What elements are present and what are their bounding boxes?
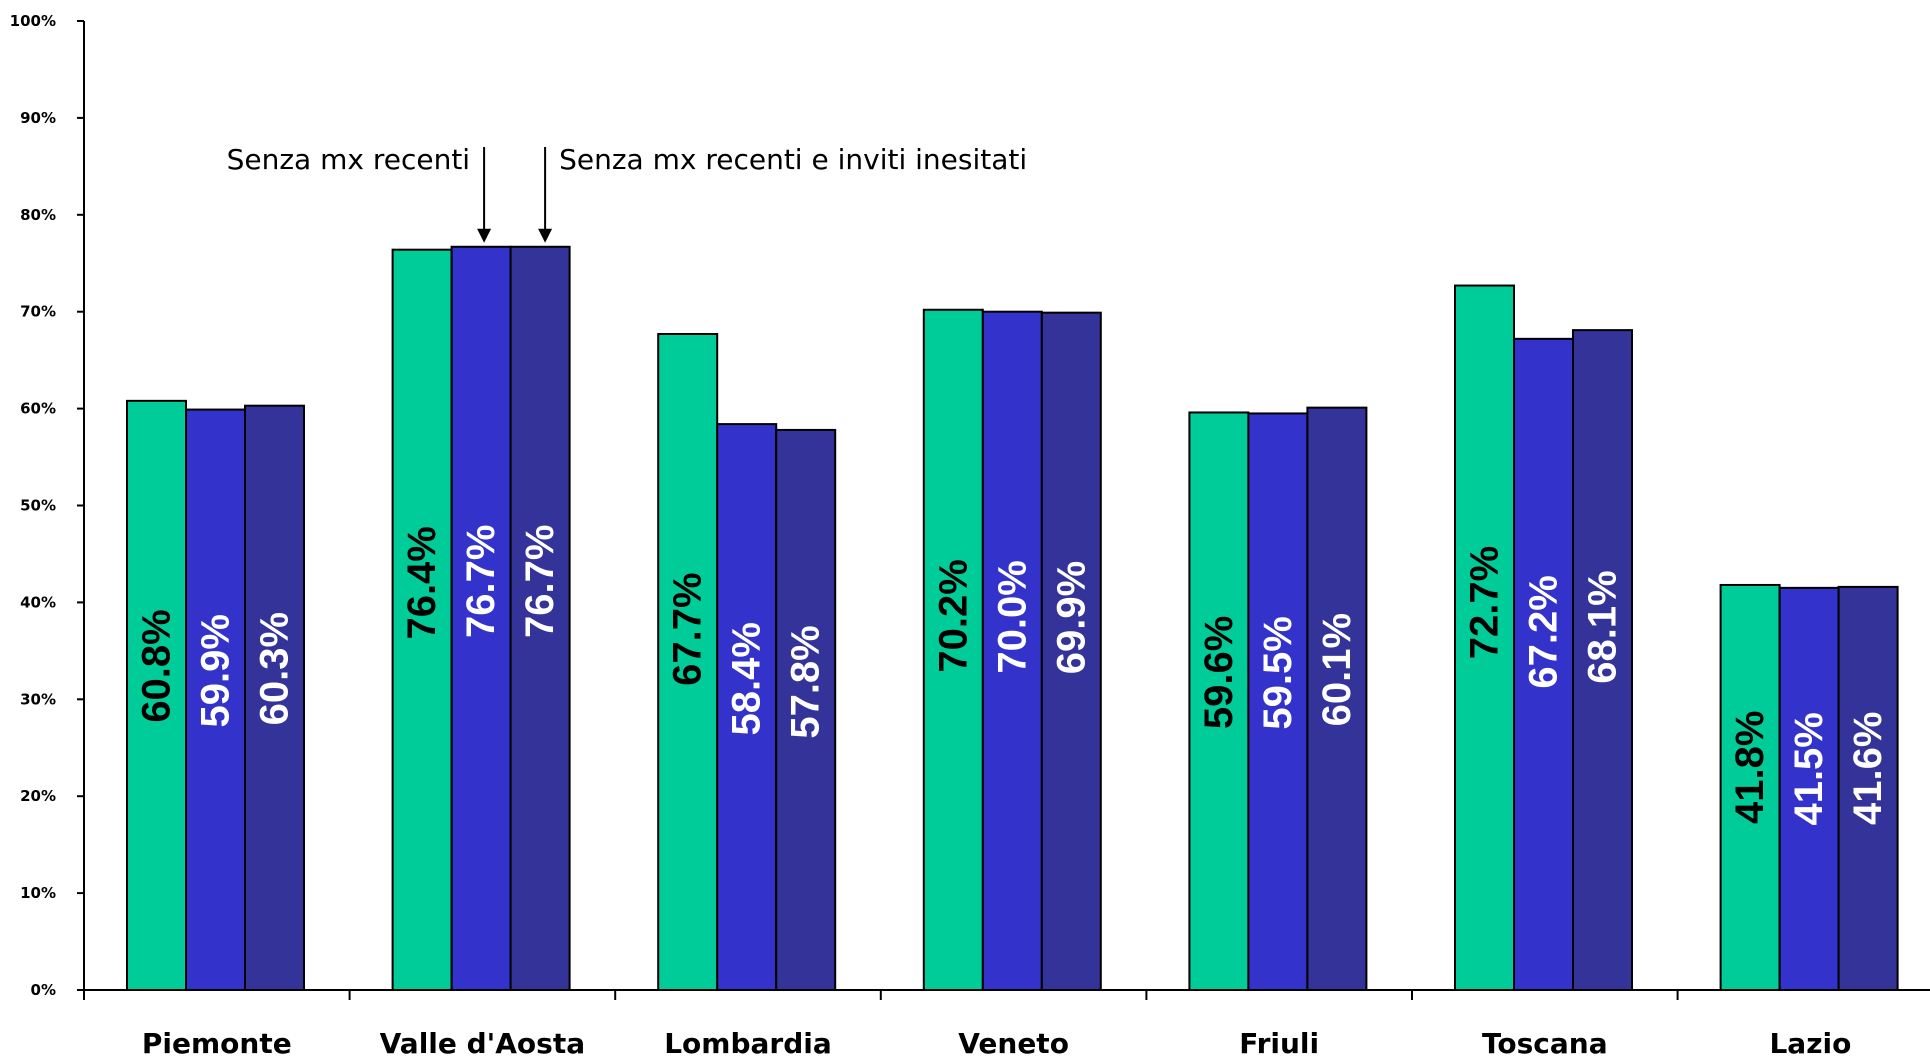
y-tick-label: 50% xyxy=(20,497,56,515)
bar-value-label: 60.1% xyxy=(1315,613,1359,726)
bar xyxy=(244,404,305,991)
bar xyxy=(1247,412,1309,991)
bar xyxy=(981,310,1043,991)
bar-value-label: 41.6% xyxy=(1846,712,1890,825)
y-tick-label: 40% xyxy=(20,593,56,611)
bar xyxy=(922,308,984,991)
y-tick-label: 90% xyxy=(20,109,56,127)
x-tick-label: Friuli xyxy=(1239,1027,1319,1057)
bars xyxy=(126,245,1899,992)
bar-value-label: 41.5% xyxy=(1787,712,1831,825)
bar xyxy=(1778,586,1840,991)
bar-value-label: 60.3% xyxy=(253,612,297,725)
x-axis: Piemonte Valle d'Aosta Lombardia Veneto Friu… xyxy=(83,989,1930,1057)
y-tick-label: 10% xyxy=(20,884,56,902)
annotation-arrow-head xyxy=(538,228,553,243)
bar xyxy=(1719,583,1781,991)
bar xyxy=(185,408,246,992)
bar-value-label: 76.7% xyxy=(518,525,562,638)
bar-value-label: 59.6% xyxy=(1197,616,1241,729)
annotations: Senza mx recenti Senza mx recenti e invit… xyxy=(227,143,1027,243)
bar xyxy=(509,245,571,992)
x-tick-label: Veneto xyxy=(958,1027,1069,1057)
y-tick-label: 70% xyxy=(20,303,56,321)
bar-value-label: 72.7% xyxy=(1463,546,1507,659)
bar xyxy=(1188,411,1250,991)
y-tick-label: 60% xyxy=(20,400,56,418)
bar xyxy=(1572,329,1633,991)
y-tick-label: 80% xyxy=(20,206,56,224)
bar xyxy=(716,423,778,991)
bar-value-label: 67.7% xyxy=(666,572,710,685)
bar xyxy=(1837,585,1899,991)
bar-value-label: 70.2% xyxy=(931,559,975,672)
bar-value-label: 60.8% xyxy=(135,609,179,722)
bar-value-label: 69.9% xyxy=(1049,561,1093,674)
y-tick-label: 20% xyxy=(20,787,56,805)
x-tick-label: Lombardia xyxy=(664,1027,832,1057)
bar-value-label: 76.4% xyxy=(400,526,444,639)
bar-value-label: 59.9% xyxy=(194,614,238,727)
bar-value-label: 59.5% xyxy=(1256,616,1300,729)
x-tick-label: Valle d'Aosta xyxy=(380,1027,585,1057)
x-tick-label: Toscana xyxy=(1482,1027,1608,1057)
bar xyxy=(1513,337,1574,992)
bar xyxy=(1040,311,1102,991)
x-tick-label: Piemonte xyxy=(142,1027,292,1057)
annotation-text: Senza mx recenti e inviti inesitati xyxy=(559,143,1027,176)
bar xyxy=(775,428,837,991)
bar-value-label: 57.8% xyxy=(784,625,828,738)
bar-value-label: 58.4% xyxy=(725,622,769,735)
y-tick-label: 0% xyxy=(31,981,56,999)
bar-value-label: 76.7% xyxy=(459,525,503,638)
bar xyxy=(1306,406,1368,992)
bar-value-label: 68.1% xyxy=(1581,570,1625,683)
bar-value-label: 70.0% xyxy=(990,560,1034,673)
bar xyxy=(1454,284,1515,991)
annotation-text: Senza mx recenti xyxy=(227,143,471,176)
annotation-arrow-head xyxy=(477,228,492,243)
y-axis: 0% 10% 20% 30% 40% 50% 60% 70% 80% 90% 100% xyxy=(10,12,85,999)
bar xyxy=(126,399,187,991)
bar-value-label: 67.2% xyxy=(1522,575,1566,688)
bar-value-label: 41.8% xyxy=(1728,711,1772,824)
data-labels: 60.8% 59.9% 60.3% 76.4% 76.7% 76.7% 67.7% 58.4%… xyxy=(135,525,1891,826)
y-tick-label: 100% xyxy=(10,12,56,30)
y-tick-label: 30% xyxy=(20,690,56,708)
x-tick-label: Lazio xyxy=(1769,1027,1851,1057)
